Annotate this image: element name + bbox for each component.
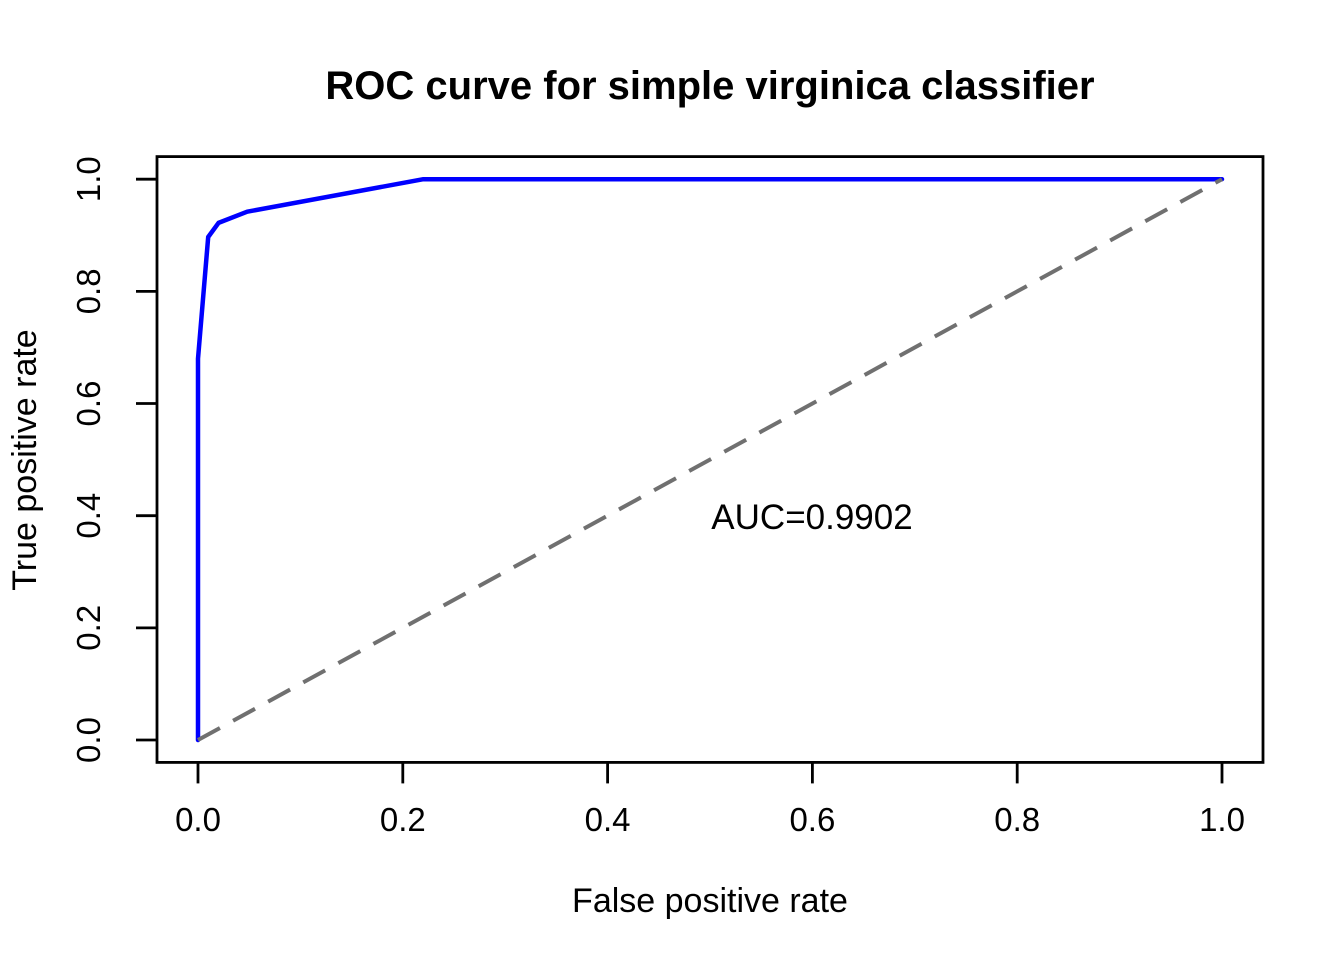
plot-title: ROC curve for simple virginica classifie…: [325, 64, 1094, 108]
x-tick-label: 0.8: [994, 801, 1040, 838]
x-axis-label: False positive rate: [572, 882, 848, 920]
x-tick-label: 1.0: [1199, 801, 1245, 838]
x-axis-ticks: 0.0 0.2 0.4 0.6 0.8 1.0: [175, 762, 1245, 838]
chance-diagonal-line: [197, 177, 1223, 742]
x-tick-label: 0.6: [789, 801, 835, 838]
y-tick-label: 0.8: [70, 268, 107, 314]
y-axis-label: True positive rate: [6, 329, 44, 590]
y-tick-label: 0.0: [70, 717, 107, 763]
plot-box: [155, 155, 1265, 764]
y-axis-ticks: 0.0 0.2 0.4 0.6 0.8 1.0: [70, 156, 157, 763]
auc-annotation: AUC=0.9902: [711, 498, 912, 537]
y-tick-label: 0.6: [70, 381, 107, 427]
y-tick-label: 0.4: [70, 493, 107, 539]
y-tick-label: 0.2: [70, 605, 107, 651]
y-tick-label: 1.0: [70, 156, 107, 202]
x-tick-label: 0.4: [585, 801, 631, 838]
x-tick-label: 0.2: [380, 801, 426, 838]
data-series: [195, 176, 1225, 743]
x-tick-label: 0.0: [175, 801, 221, 838]
roc-curve-line: [195, 176, 1225, 743]
